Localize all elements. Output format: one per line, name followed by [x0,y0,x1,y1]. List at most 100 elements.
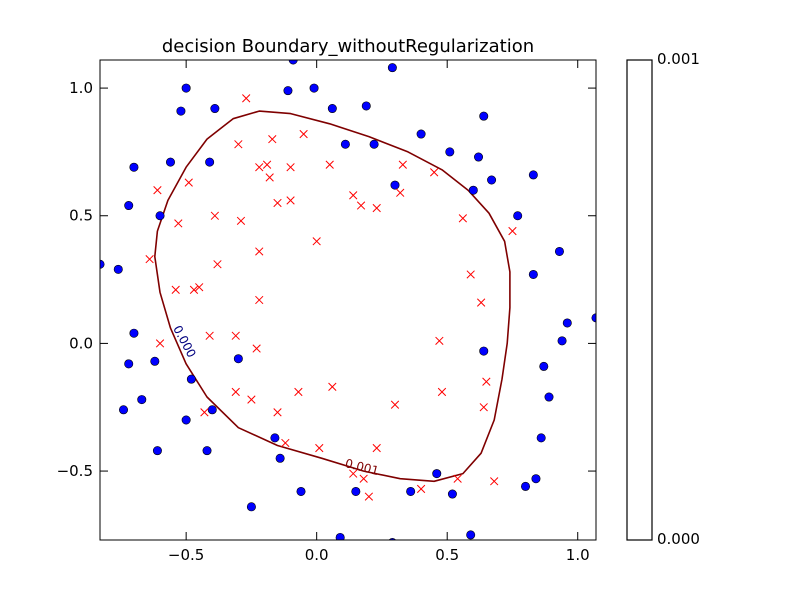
data-point-negative [349,469,358,478]
data-point-negative [252,344,261,353]
data-point-positive [129,328,139,338]
data-point-negative [396,188,405,197]
data-point-positive [531,474,541,484]
contour-label: 0.001 [344,456,381,478]
data-point-negative [476,298,486,307]
data-point-positive [562,318,572,328]
data-point-negative [328,382,337,391]
data-point-positive [536,433,546,443]
data-point-positive [296,486,306,496]
data-point-negative [458,214,468,223]
data-point-positive [466,530,476,540]
data-point-negative [356,201,366,210]
data-point-negative [325,160,334,169]
data-point-negative [171,285,180,294]
data-point-negative [286,196,295,205]
data-point-negative [299,129,308,139]
data-point-negative [255,247,264,256]
data-point-negative [390,400,400,409]
data-point-positive [390,180,400,190]
data-point-negative [184,178,193,187]
data-point-positive [487,175,497,185]
data-point-positive [369,139,379,149]
data-point-positive [181,415,191,425]
data-point-negative [273,408,282,417]
data-point-negative [508,226,517,236]
x-tick-label: −0.5 [168,546,204,564]
y-axis: −0.5 0.0 0.5 1.0 [57,79,596,480]
chart-title: decision Boundary_withoutRegularization [162,36,534,57]
data-point-negative [210,211,220,220]
data-point-positive [181,83,191,93]
data-point-negative [255,295,264,305]
data-point-positive [445,147,455,157]
data-point-negative [281,438,290,448]
data-point-positive [165,157,175,167]
data-point-negative [231,331,240,340]
decision-boundary [154,110,511,483]
data-point-positive [129,162,139,172]
data-point-positive [137,395,147,405]
data-point-positive [150,356,160,366]
data-point-negative [189,285,199,294]
data-point-negative [242,94,251,103]
data-point-positive [351,486,361,496]
data-point-positive [124,201,134,211]
data-point-positive [118,405,128,415]
data-point-negative [453,474,462,483]
data-point-positive [479,346,489,356]
data-point-negative [429,168,439,177]
data-point-positive [124,359,134,369]
data-point-negative [466,270,475,279]
data-point-negative [294,387,303,397]
data-point-positive [528,170,538,180]
data-point-positive [335,532,345,540]
data-point-negative [312,237,321,246]
data-point-positive [387,63,397,73]
data-point-negative [234,140,243,149]
data-point-positive [176,106,186,116]
data-point-positive [246,502,256,512]
data-point-negative [236,216,246,226]
data-point-positive [270,433,280,443]
x-tick-label: 1.0 [566,546,590,564]
data-point-positive [528,269,538,279]
data-point-negative [155,339,165,348]
data-point-positive [275,453,285,463]
data-point-positive [416,129,426,139]
data-point-positive [539,361,549,371]
data-point-positive [554,246,564,256]
data-point-negative [145,254,154,264]
y-tick-label: 0.0 [69,334,93,352]
data-point-negative [262,160,272,169]
data-point-positive [521,481,531,491]
data-point-negative [213,260,222,269]
data-point-positive [283,86,293,96]
y-tick-label: −0.5 [57,462,93,480]
plot-frame [99,59,597,541]
data-point-negative [195,283,204,292]
x-tick-label: 0.5 [435,546,459,564]
data-point-negative [200,408,209,417]
data-point-positive [544,392,554,402]
y-tick-label: 0.5 [69,207,93,225]
data-point-positive [288,60,298,65]
data-point-positive [468,185,478,195]
plot-area: 0.000 0.001 [100,60,596,540]
x-tick-label: 0.0 [305,546,329,564]
data-point-negative [268,134,277,144]
data-point-negative [359,474,368,483]
data-point-positive [361,101,371,111]
data-point-positive [113,264,123,274]
data-point-positive [513,211,523,221]
data-point-negative [364,492,374,501]
data-point-negative [435,336,444,346]
data-point-positive [340,139,350,149]
data-point-negative [349,191,358,200]
colorbar [626,59,653,541]
data-point-negative [205,331,214,340]
contour-label: 0.000 [170,323,198,360]
data-point-negative [265,173,274,182]
data-point-negative [315,443,324,453]
